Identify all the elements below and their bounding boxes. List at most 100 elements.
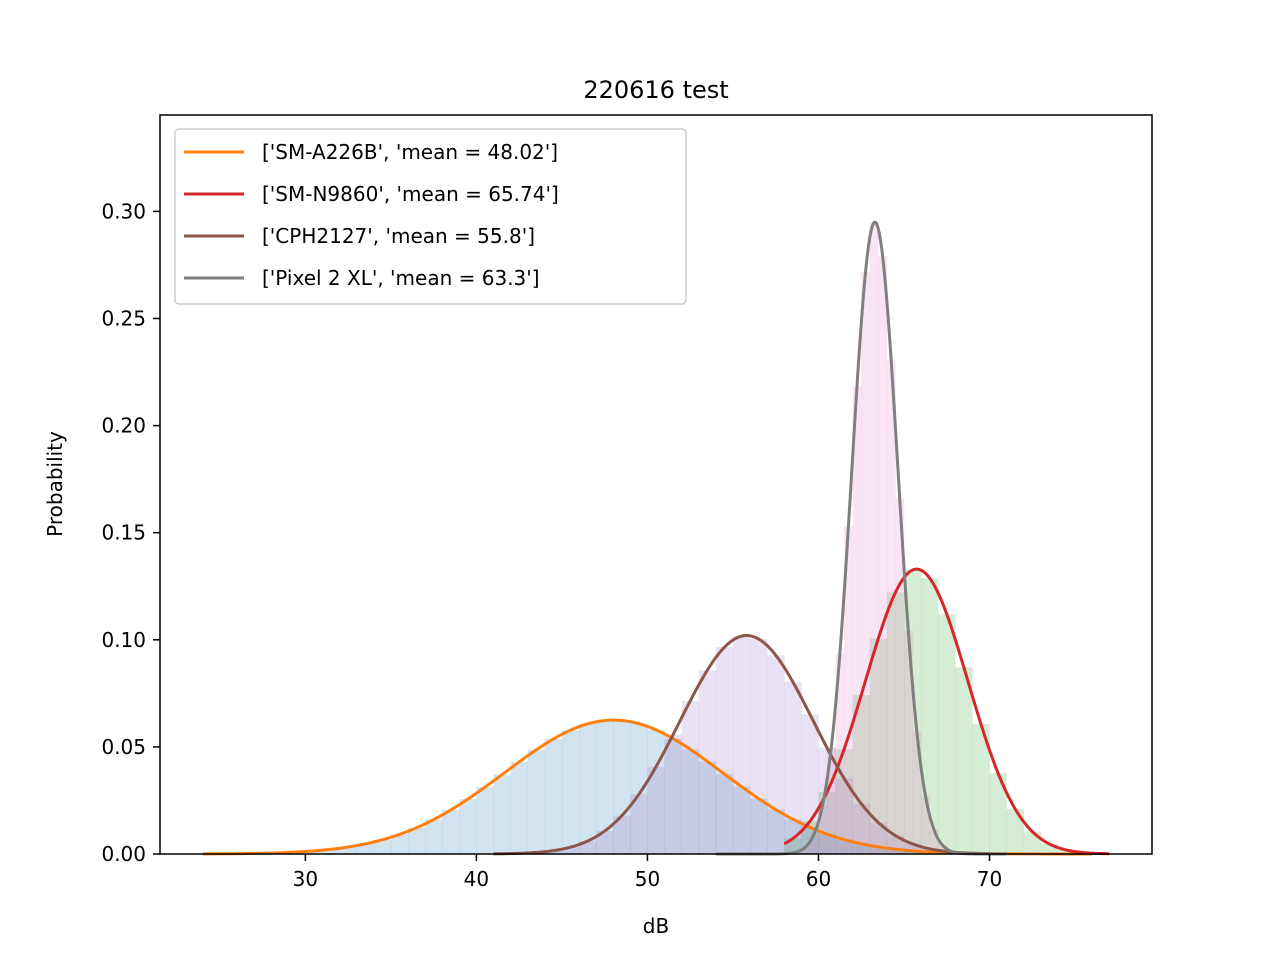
histogram-bar xyxy=(844,526,853,854)
chart-title: 220616 test xyxy=(583,76,728,104)
histogram-bar xyxy=(852,695,871,854)
histogram-bar xyxy=(886,592,905,854)
axis-ticks: 30 40 50 60 70 0.00 0.05 0.10 0.15 0.20 0.25 0.30 xyxy=(101,199,1002,891)
y-tick-label: 0.25 xyxy=(101,306,146,330)
legend: ['SM-A226B', 'mean = 48.02'] ['SM-N9860',… xyxy=(174,128,687,305)
histogram-bar xyxy=(972,724,990,854)
histogram-bar xyxy=(579,723,597,854)
histogram-bar xyxy=(809,833,819,854)
histogram-bar xyxy=(878,256,888,854)
histogram-bar xyxy=(818,747,836,854)
histogram-bar xyxy=(767,655,785,854)
histogram-bar xyxy=(827,747,836,854)
histogram-bar xyxy=(459,799,477,854)
histogram-bar xyxy=(527,749,546,854)
plot-frame xyxy=(159,114,1153,855)
histogram-bar xyxy=(544,850,563,854)
x-tick-label: 70 xyxy=(977,867,1002,891)
legend-entry-label: ['Pixel 2 XL', 'mean = 63.3'] xyxy=(262,266,540,290)
histogram-bar xyxy=(322,849,340,854)
histogram-bar xyxy=(912,731,922,854)
histogram-bar xyxy=(895,498,905,854)
y-axis-label: Probability xyxy=(43,431,67,537)
histogram-bar xyxy=(698,761,717,854)
x-tick-label: 40 xyxy=(464,867,489,891)
histogram-bar xyxy=(715,774,734,854)
histogram-bar xyxy=(1023,831,1042,854)
histogram-bar xyxy=(989,773,1007,854)
histogram-bar xyxy=(664,738,682,854)
histogram-bar xyxy=(732,786,751,854)
histogram-bar xyxy=(510,761,529,854)
histogram-bar xyxy=(408,827,426,854)
histogram-bar xyxy=(305,850,323,854)
x-axis-label: dB xyxy=(643,914,669,938)
histogram-bar xyxy=(373,839,392,854)
histogram-bar xyxy=(630,794,648,854)
histogram-bar xyxy=(1057,849,1076,854)
histogram-bar xyxy=(613,815,631,854)
histogram-bar xyxy=(818,834,836,854)
histogram-bar xyxy=(647,766,665,854)
histogram-bar xyxy=(493,774,511,854)
y-tick-label: 0.15 xyxy=(101,521,146,545)
histogram-bar xyxy=(732,636,751,854)
histogram-bar xyxy=(835,839,853,854)
histogram-bar xyxy=(767,809,785,854)
legend-box xyxy=(174,128,687,305)
histogram-bar xyxy=(750,798,768,854)
y-tick-label: 0.05 xyxy=(101,735,146,759)
histogram-bar xyxy=(921,578,939,854)
histogram-bar xyxy=(869,222,879,854)
histogram-bar xyxy=(904,630,913,854)
histogram-bar xyxy=(1006,808,1025,854)
legend-entry-label: ['SM-A226B', 'mean = 48.02'] xyxy=(262,140,558,164)
histogram-bar xyxy=(715,647,734,854)
histogram-bar xyxy=(801,714,819,854)
histogram-bar xyxy=(869,638,888,854)
histogram-bar xyxy=(818,804,828,854)
histogram-series-1 xyxy=(271,720,956,854)
histogram-bar xyxy=(938,614,956,854)
histogram-bar xyxy=(681,749,700,854)
histogram-bar xyxy=(339,847,357,854)
histogram-bar xyxy=(955,667,973,854)
histogram-layer xyxy=(271,222,1093,854)
histogram-bar xyxy=(784,681,802,854)
histogram-bar xyxy=(852,843,871,854)
histogram-bar xyxy=(596,720,614,854)
histogram-bar xyxy=(442,809,460,854)
legend-entry-label: ['SM-N9860', 'mean = 65.74'] xyxy=(262,182,559,206)
histogram-series-3 xyxy=(527,636,973,854)
y-tick-label: 0.00 xyxy=(101,842,146,866)
histogram-bar xyxy=(561,730,580,854)
y-tick-label: 0.20 xyxy=(101,414,146,438)
histogram-bar xyxy=(681,700,700,854)
histogram-bar xyxy=(904,843,922,854)
histogram-bar xyxy=(476,787,494,854)
histogram-bar xyxy=(1040,843,1059,854)
histogram-bar xyxy=(835,749,853,854)
histogram-bar xyxy=(390,834,409,854)
histogram-bar xyxy=(425,819,443,854)
histogram-bar xyxy=(835,653,845,854)
y-tick-label: 0.10 xyxy=(101,628,146,652)
legend-entry-label: ['CPH2127', 'mean = 55.8'] xyxy=(262,224,535,248)
histogram-bar xyxy=(630,723,648,854)
histogram-bar xyxy=(861,272,871,854)
histogram-bar xyxy=(852,386,862,854)
x-tick-label: 60 xyxy=(806,867,831,891)
histogram-bar xyxy=(835,778,853,854)
histogram-series-2 xyxy=(784,570,1093,854)
histogram-bar xyxy=(869,846,888,854)
histogram-series-4 xyxy=(792,222,956,854)
x-tick-label: 30 xyxy=(293,867,318,891)
histogram-bar xyxy=(886,360,896,854)
histogram-bar xyxy=(561,847,580,854)
histogram-bar xyxy=(929,829,939,854)
histogram-bar xyxy=(801,846,811,854)
histogram-bar xyxy=(921,795,930,854)
x-tick-label: 50 xyxy=(635,867,660,891)
histogram-bar xyxy=(664,734,682,854)
